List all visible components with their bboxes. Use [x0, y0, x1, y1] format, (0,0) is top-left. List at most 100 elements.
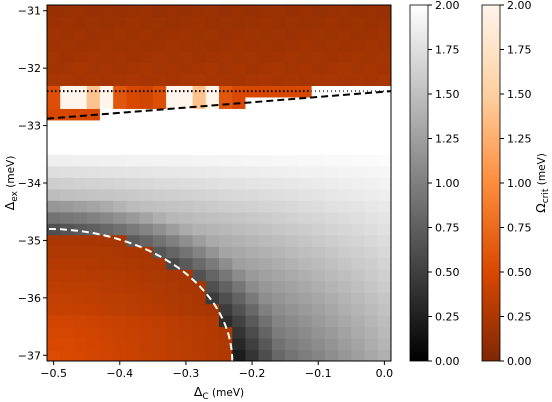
heatmap-cell	[219, 73, 233, 86]
heatmap-cell	[99, 131, 114, 144]
heatmap-cell	[192, 338, 207, 351]
heatmap-cell	[139, 303, 154, 316]
heatmap-cell	[139, 349, 154, 361]
heatmap-cell	[298, 326, 313, 339]
heatmap-cell	[245, 142, 260, 155]
colorbar-tick-label: 0.00	[435, 355, 460, 368]
heatmap-cell	[258, 280, 273, 293]
heatmap-cell	[152, 315, 167, 328]
heatmap-cell	[364, 292, 379, 305]
heatmap-cell	[192, 5, 207, 18]
heatmap-cell	[245, 269, 260, 282]
heatmap-cell	[271, 303, 286, 316]
heatmap-cell	[192, 39, 207, 52]
heatmap-cell	[258, 257, 273, 270]
heatmap-cell	[73, 62, 88, 75]
heatmap-cell	[73, 269, 88, 282]
heatmap-cell	[192, 223, 207, 236]
heatmap-cell	[126, 211, 141, 224]
heatmap-cell	[139, 257, 154, 270]
heatmap-cell	[113, 177, 127, 190]
heatmap-cell	[285, 119, 299, 132]
heatmap-cell	[364, 315, 379, 328]
heatmap-cell	[99, 326, 114, 339]
heatmap-cell	[205, 292, 220, 305]
heatmap-cell	[126, 223, 141, 236]
heatmap-cell	[139, 165, 154, 178]
colorbar-tick-label: 0.75	[507, 222, 532, 235]
heatmap-cell	[298, 211, 313, 224]
heatmap-cell	[271, 108, 286, 121]
heatmap-cell	[192, 142, 207, 155]
heatmap-cell	[179, 349, 194, 361]
heatmap-cell	[126, 315, 141, 328]
heatmap-cell	[47, 5, 61, 18]
heatmap-cell	[152, 142, 167, 155]
heatmap-cell	[60, 292, 75, 305]
heatmap-cell	[219, 188, 233, 201]
heatmap-cell	[192, 326, 207, 339]
heatmap-cell	[258, 27, 273, 41]
heatmap-cell	[219, 154, 233, 167]
heatmap-cell	[99, 62, 114, 75]
heatmap-cell	[86, 211, 101, 224]
heatmap-cell	[47, 188, 61, 201]
x-axis-label-sub: C	[202, 392, 208, 402]
heatmap-cell	[166, 62, 180, 75]
heatmap-cell	[152, 16, 167, 29]
heatmap-cell	[351, 131, 366, 144]
heatmap-cell	[152, 211, 167, 224]
heatmap-cell	[60, 62, 75, 75]
heatmap-cell	[285, 280, 299, 293]
heatmap-cell	[245, 257, 260, 270]
heatmap-cell	[113, 142, 127, 155]
heatmap-cell	[324, 338, 339, 351]
heatmap-cell	[351, 154, 366, 167]
heatmap-cell	[60, 223, 75, 236]
heatmap-cell	[152, 326, 167, 339]
heatmap-cell	[73, 50, 88, 64]
colorbar-tick-label: 2.00	[507, 0, 532, 12]
heatmap-cell	[192, 16, 207, 29]
heatmap-cell	[86, 142, 101, 155]
heatmap-cell	[364, 142, 379, 155]
heatmap-cell	[232, 269, 247, 282]
colorbar-gray-ticks: 0.00 0.25 0.50 0.75 1.00 1.25 1.50 1.75 2.00	[428, 0, 460, 368]
heatmap-cell	[311, 5, 326, 18]
heatmap-cell	[324, 50, 339, 64]
heatmap-cell	[311, 246, 326, 259]
heatmap-cell	[126, 39, 141, 52]
heatmap-cell	[73, 16, 88, 29]
heatmap-cell	[324, 315, 339, 328]
heatmap-cell	[166, 50, 180, 64]
heatmap-cell	[73, 257, 88, 270]
heatmap-cell	[324, 154, 339, 167]
heatmap-cell	[192, 349, 207, 361]
heatmap-cell	[311, 326, 326, 339]
heatmap-cell	[126, 108, 141, 121]
heatmap-cell	[285, 246, 299, 259]
heatmap-cell	[179, 269, 194, 282]
heatmap-cell	[152, 154, 167, 167]
heatmap-cell	[192, 108, 207, 121]
heatmap-cell	[324, 165, 339, 178]
heatmap-cell	[99, 269, 114, 282]
heatmap-cell	[271, 223, 286, 236]
heatmap-cell	[324, 280, 339, 293]
heatmap-cell	[166, 338, 180, 351]
heatmap-cell	[179, 257, 194, 270]
heatmap-cell	[179, 211, 194, 224]
heatmap-cell	[338, 177, 352, 190]
heatmap-cell	[311, 16, 326, 29]
heatmap-cell	[86, 177, 101, 190]
colorbar-tick-label: 1.00	[435, 177, 460, 190]
heatmap-cell	[324, 108, 339, 121]
heatmap-cell	[47, 326, 61, 339]
heatmap-cell	[73, 338, 88, 351]
heatmap-cell	[47, 246, 61, 259]
heatmap-cell	[86, 119, 101, 132]
heatmap-cell	[377, 200, 391, 213]
heatmap-cell	[338, 154, 352, 167]
colorbar-tick-label: 0.00	[507, 355, 532, 368]
heatmap-cell	[364, 269, 379, 282]
